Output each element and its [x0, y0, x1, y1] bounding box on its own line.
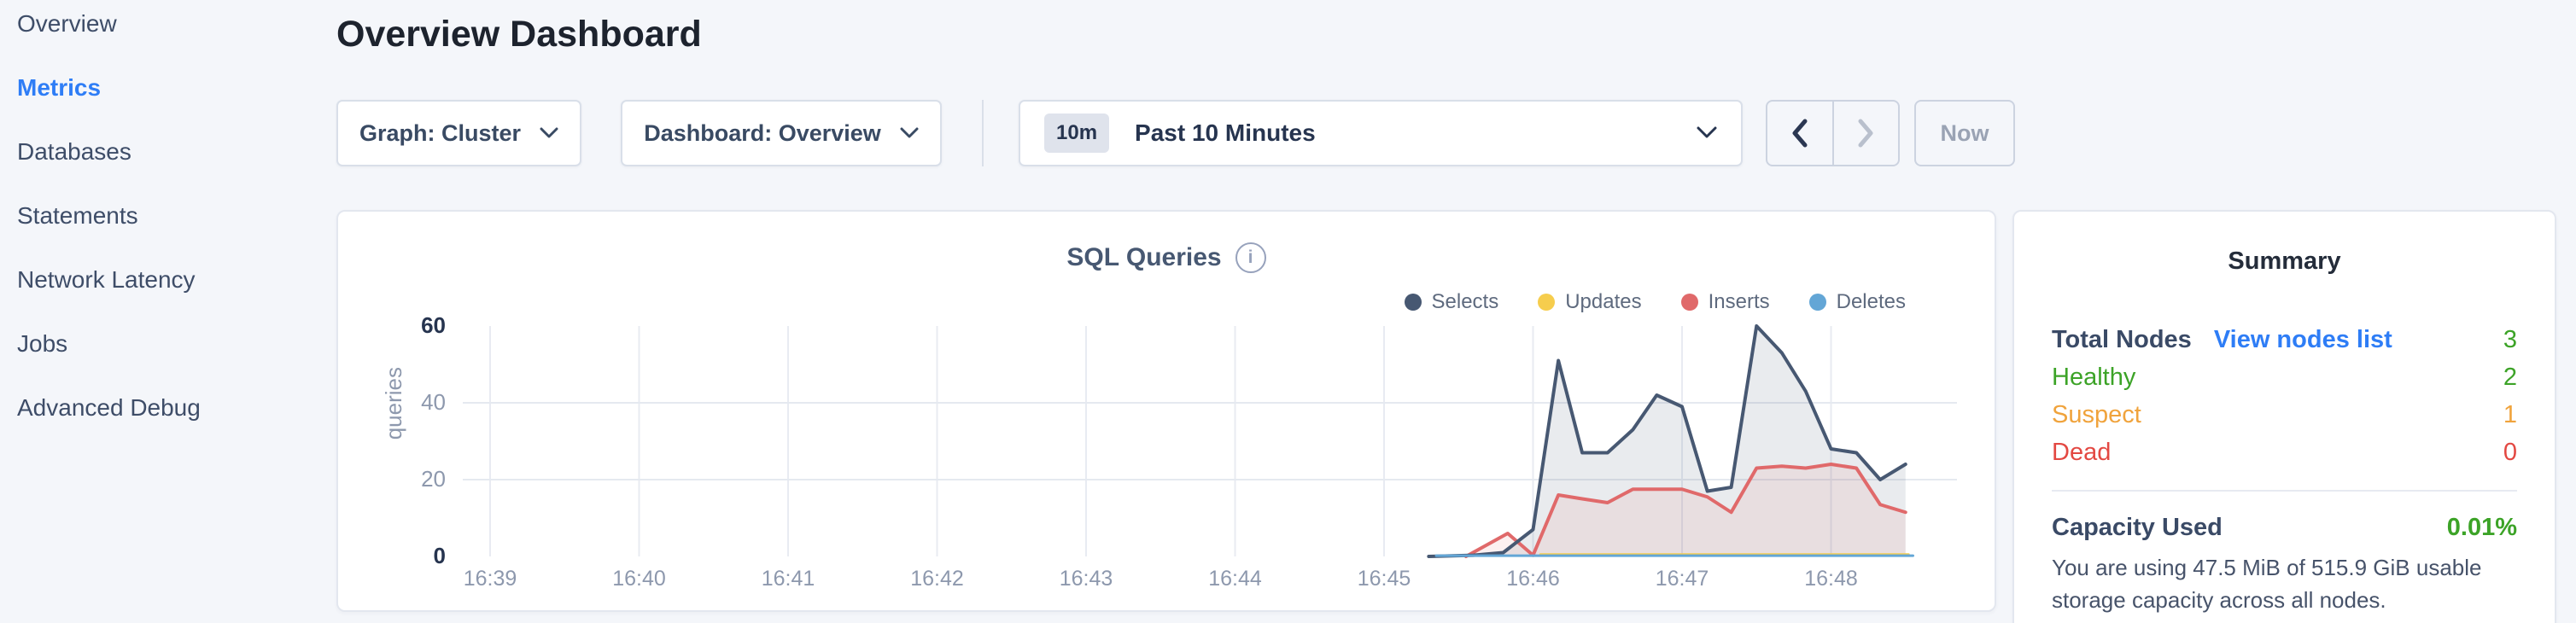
time-range-badge: 10m: [1044, 114, 1110, 153]
sidebar-item-databases[interactable]: Databases: [0, 119, 273, 183]
suspect-label: Suspect: [2052, 400, 2141, 428]
summary-panel: Summary Total Nodes View nodes list 3 He…: [2012, 210, 2556, 623]
chart-legend: Selects Updates Inserts Deletes: [1404, 290, 1906, 314]
toolbar-divider: [982, 100, 984, 166]
time-range-label: Past 10 Minutes: [1135, 119, 1316, 146]
time-range-dropdown[interactable]: 10m Past 10 Minutes: [1019, 100, 1743, 166]
capacity-description: You are using 47.5 MiB of 515.9 GiB usab…: [2052, 555, 2482, 613]
chart-title: SQL Queries: [1066, 243, 1222, 271]
healthy-label: Healthy: [2052, 363, 2136, 391]
dead-label: Dead: [2052, 438, 2112, 466]
legend-label: Deletes: [1836, 290, 1906, 313]
time-step-buttons: [1766, 100, 1900, 166]
page-title: Overview Dashboard: [336, 14, 702, 55]
dashboard-dropdown[interactable]: Dashboard: Overview: [621, 100, 942, 166]
suspect-value: 1: [2503, 400, 2517, 428]
capacity-row: Capacity Used 0.01%: [2052, 509, 2517, 546]
legend-dot-icon: [1538, 294, 1556, 311]
y-axis-tick: 0: [433, 543, 446, 568]
chevron-left-icon: [1792, 119, 1808, 148]
y-axis-tick: 60: [421, 312, 446, 338]
sidebar-item-jobs[interactable]: Jobs: [0, 312, 273, 376]
chevron-down-icon: [540, 127, 558, 138]
info-circle-icon[interactable]: i: [1235, 242, 1266, 273]
toolbar: Graph: Cluster Dashboard: Overview 10m P…: [336, 100, 2015, 166]
capacity-label: Capacity Used: [2052, 513, 2223, 541]
next-time-button[interactable]: [1834, 102, 1899, 165]
legend-dot-icon: [1404, 294, 1422, 311]
legend-item-selects[interactable]: Selects: [1404, 290, 1499, 314]
graph-dropdown[interactable]: Graph: Cluster: [336, 100, 581, 166]
summary-rows: Total Nodes View nodes list 3 Healthy 2 …: [2052, 321, 2517, 471]
sidebar-item-network-latency[interactable]: Network Latency: [0, 247, 273, 312]
sidebar-item-label: Statements: [17, 201, 138, 229]
legend-label: Inserts: [1708, 290, 1770, 313]
chevron-down-icon: [900, 127, 919, 138]
sidebar-item-label: Databases: [17, 137, 131, 165]
sql-queries-plot[interactable]: [463, 324, 1957, 580]
now-button-label: Now: [1940, 119, 1989, 146]
suspect-nodes-row: Suspect 1: [2052, 396, 2517, 434]
summary-title: Summary: [2228, 247, 2341, 275]
view-nodes-list-link[interactable]: View nodes list: [2213, 325, 2392, 353]
sidebar-item-statements[interactable]: Statements: [0, 183, 273, 247]
now-button[interactable]: Now: [1914, 100, 2015, 166]
y-axis-title: queries: [381, 367, 406, 440]
dead-value: 0: [2503, 438, 2517, 466]
sidebar-item-label: Network Latency: [17, 265, 196, 293]
sidebar-item-label: Overview: [17, 9, 117, 37]
legend-dot-icon: [1808, 294, 1826, 311]
legend-item-inserts[interactable]: Inserts: [1680, 290, 1770, 314]
legend-item-updates[interactable]: Updates: [1538, 290, 1642, 314]
dead-nodes-row: Dead 0: [2052, 434, 2517, 471]
sidebar-item-label: Jobs: [17, 329, 68, 357]
sidebar-item-label: Advanced Debug: [17, 393, 201, 421]
healthy-nodes-row: Healthy 2: [2052, 358, 2517, 396]
total-nodes-label: Total Nodes: [2052, 325, 2192, 353]
y-axis-tick: 20: [421, 466, 446, 492]
sidebar-item-label: Metrics: [17, 73, 102, 101]
legend-item-deletes[interactable]: Deletes: [1808, 290, 1906, 314]
chevron-down-icon: [1697, 126, 1717, 138]
dashboard-dropdown-label: Dashboard: Overview: [644, 119, 881, 146]
total-nodes-row: Total Nodes View nodes list 3: [2052, 321, 2517, 358]
total-nodes-value: 3: [2503, 325, 2517, 353]
sidebar-item-advanced-debug[interactable]: Advanced Debug: [0, 376, 273, 440]
sidebar: Overview Metrics Databases Statements Ne…: [0, 0, 273, 440]
legend-label: Updates: [1565, 290, 1642, 313]
healthy-value: 2: [2503, 363, 2517, 391]
summary-divider: [2052, 490, 2517, 492]
sql-queries-chart-card: SQL Queries i Selects Updates Inserts Delet…: [336, 210, 1996, 612]
sidebar-item-metrics[interactable]: Metrics: [0, 55, 273, 119]
sidebar-item-overview[interactable]: Overview: [0, 0, 273, 55]
prev-time-button[interactable]: [1767, 102, 1834, 165]
legend-label: Selects: [1431, 290, 1499, 313]
capacity-value: 0.01%: [2446, 513, 2517, 541]
graph-dropdown-label: Graph: Cluster: [359, 119, 522, 146]
chevron-right-icon: [1858, 119, 1873, 148]
legend-dot-icon: [1680, 294, 1698, 311]
chart-title-row: SQL Queries i: [338, 242, 1995, 273]
